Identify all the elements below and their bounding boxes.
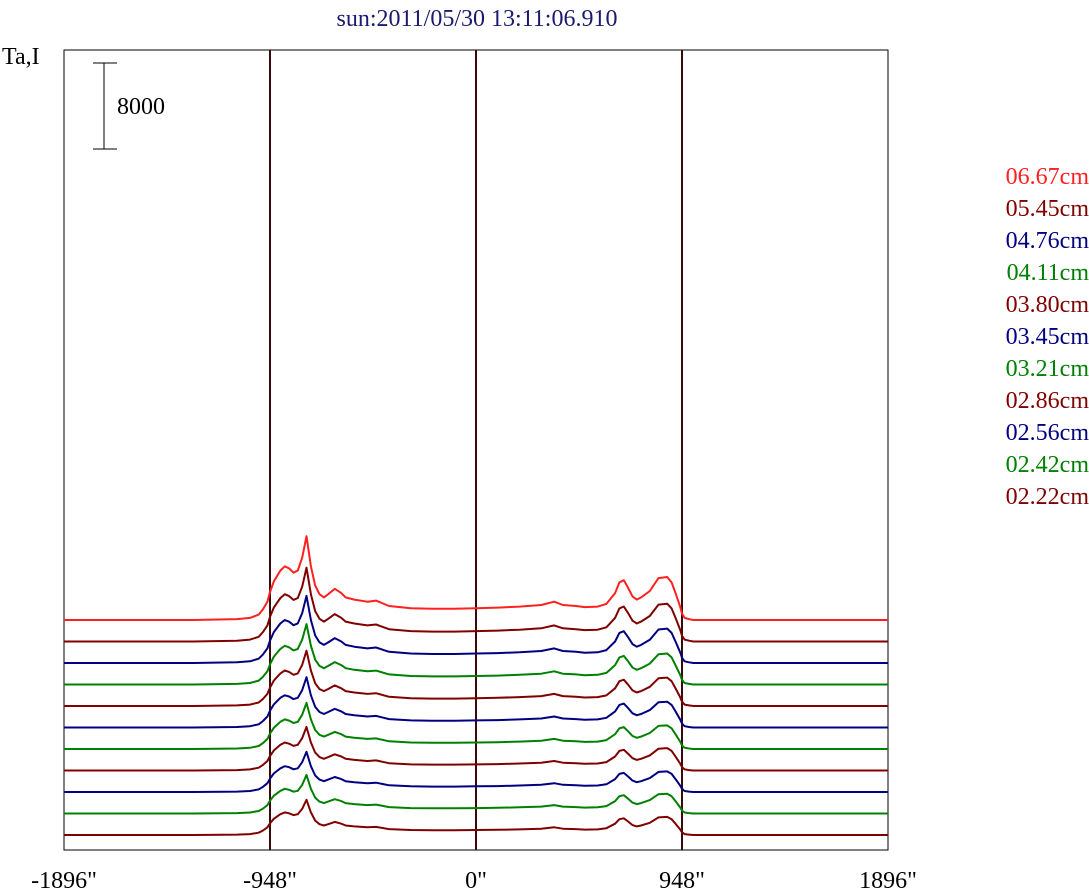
chart-title: sun:2011/05/30 13:11:06.910	[337, 6, 618, 32]
legend-entry: 02.86cm	[1006, 388, 1089, 414]
series-line-04.76cm	[64, 594, 888, 664]
reference-lines	[269, 50, 683, 850]
legend-entry: 03.45cm	[1006, 324, 1089, 350]
legend-entry: 04.11cm	[1007, 260, 1089, 286]
x-tick-label: -948"	[243, 868, 297, 893]
series-line-04.11cm	[64, 623, 888, 686]
scale-bar: 8000	[93, 62, 165, 150]
x-tick-label: 1896"	[859, 868, 917, 893]
series-line-05.45cm	[64, 566, 888, 643]
y-axis-label: Ta,I	[2, 44, 40, 70]
legend-entry: 05.45cm	[1006, 196, 1089, 222]
series-line-02.86cm	[64, 725, 888, 772]
series-line-03.21cm	[64, 701, 888, 750]
legend-entry: 06.67cm	[1006, 164, 1089, 190]
series-line-02.56cm	[64, 750, 888, 793]
series-line-02.42cm	[64, 773, 888, 815]
series-line-06.67cm	[64, 535, 888, 621]
legend: 06.67cm 05.45cm 04.76cm 04.11cm 03.80cm 03.45…	[1006, 164, 1089, 510]
legend-entry: 02.56cm	[1006, 420, 1089, 446]
legend-entry: 02.22cm	[1006, 484, 1089, 510]
x-tick-label: 0"	[465, 868, 487, 893]
series-lines	[64, 535, 888, 836]
legend-entry: 02.42cm	[1006, 452, 1089, 478]
x-tick-labels: -1896" -948" 0" 948" 1896"	[31, 868, 917, 893]
scale-bar-label: 8000	[117, 94, 165, 120]
series-line-03.45cm	[64, 676, 888, 729]
series-line-03.80cm	[64, 649, 888, 707]
legend-entry: 03.21cm	[1006, 356, 1089, 382]
x-tick-label: 948"	[659, 868, 705, 893]
x-tick-label: -1896"	[31, 868, 97, 893]
legend-entry: 03.80cm	[1006, 292, 1089, 318]
series-line-02.22cm	[64, 798, 888, 836]
legend-entry: 04.76cm	[1006, 228, 1089, 254]
